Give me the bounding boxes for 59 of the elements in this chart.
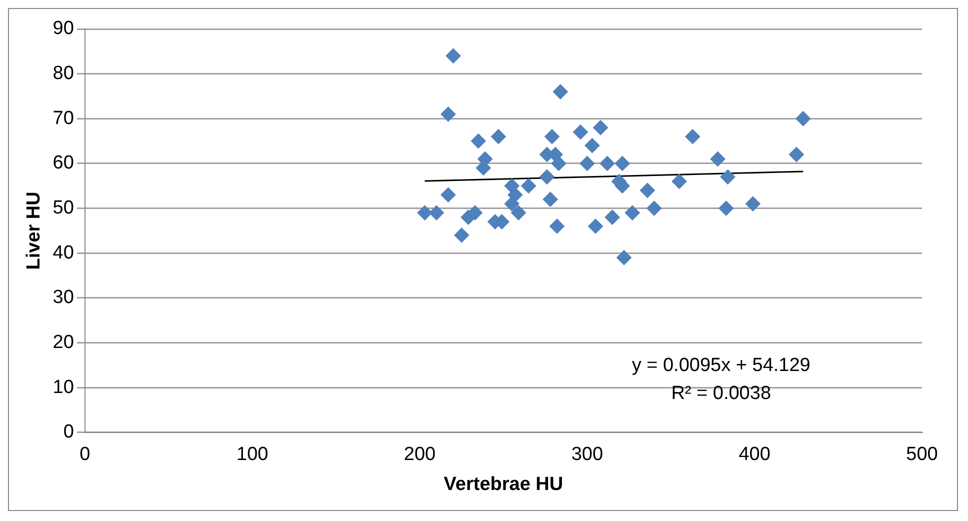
annotation: y = 0.0095x + 54.129: [632, 355, 810, 376]
point: [539, 169, 554, 184]
point: [593, 120, 608, 136]
point: [796, 111, 811, 126]
y-tick-label: 50: [52, 198, 74, 219]
x-tick-label: 100: [236, 444, 268, 466]
point: [718, 200, 734, 216]
point: [640, 182, 655, 198]
point: [600, 156, 615, 171]
point: [604, 210, 620, 225]
point: [544, 129, 560, 144]
point: [646, 200, 662, 216]
point: [745, 196, 760, 212]
point: [478, 151, 493, 166]
y-tick-label: 60: [52, 152, 74, 174]
point: [614, 156, 630, 171]
y-axis-title: Liver HU: [24, 192, 45, 270]
point: [710, 151, 726, 166]
y-tick-label: 70: [52, 108, 74, 129]
point: [720, 169, 736, 184]
annotation: R² = 0.0038: [671, 383, 772, 404]
point: [551, 156, 566, 171]
point: [685, 129, 700, 144]
point: [490, 129, 506, 144]
point: [470, 134, 486, 149]
point: [580, 156, 595, 171]
x-tick-label: 400: [738, 444, 770, 466]
point: [550, 218, 565, 234]
y-tick-label: 30: [52, 287, 74, 308]
x-axis-title: Vertebrae HU: [444, 474, 564, 495]
point: [429, 205, 444, 220]
point: [552, 84, 568, 100]
y-tick-label: 80: [52, 63, 74, 84]
y-tick-label: 20: [52, 332, 74, 353]
point: [417, 205, 432, 220]
point: [572, 124, 588, 140]
x-tick-label: 500: [906, 444, 938, 466]
point: [542, 192, 558, 207]
y-tick-label: 0: [63, 422, 74, 443]
point: [624, 205, 640, 220]
point: [508, 187, 523, 202]
point: [616, 250, 632, 266]
x-tick-label: 0: [80, 444, 90, 466]
x-tick-label: 200: [404, 444, 436, 466]
point: [454, 228, 470, 243]
point: [468, 205, 483, 220]
point: [584, 138, 600, 154]
x-tick-label: 300: [571, 444, 604, 466]
point: [440, 187, 456, 202]
y-tick-label: 40: [52, 242, 74, 264]
point: [672, 174, 687, 189]
point: [446, 48, 461, 64]
point: [788, 147, 804, 162]
point: [521, 178, 536, 194]
y-tick-label: 10: [52, 376, 74, 398]
y-tick-label: 90: [52, 18, 74, 40]
point: [440, 106, 456, 122]
point: [511, 205, 526, 220]
point: [588, 218, 604, 234]
